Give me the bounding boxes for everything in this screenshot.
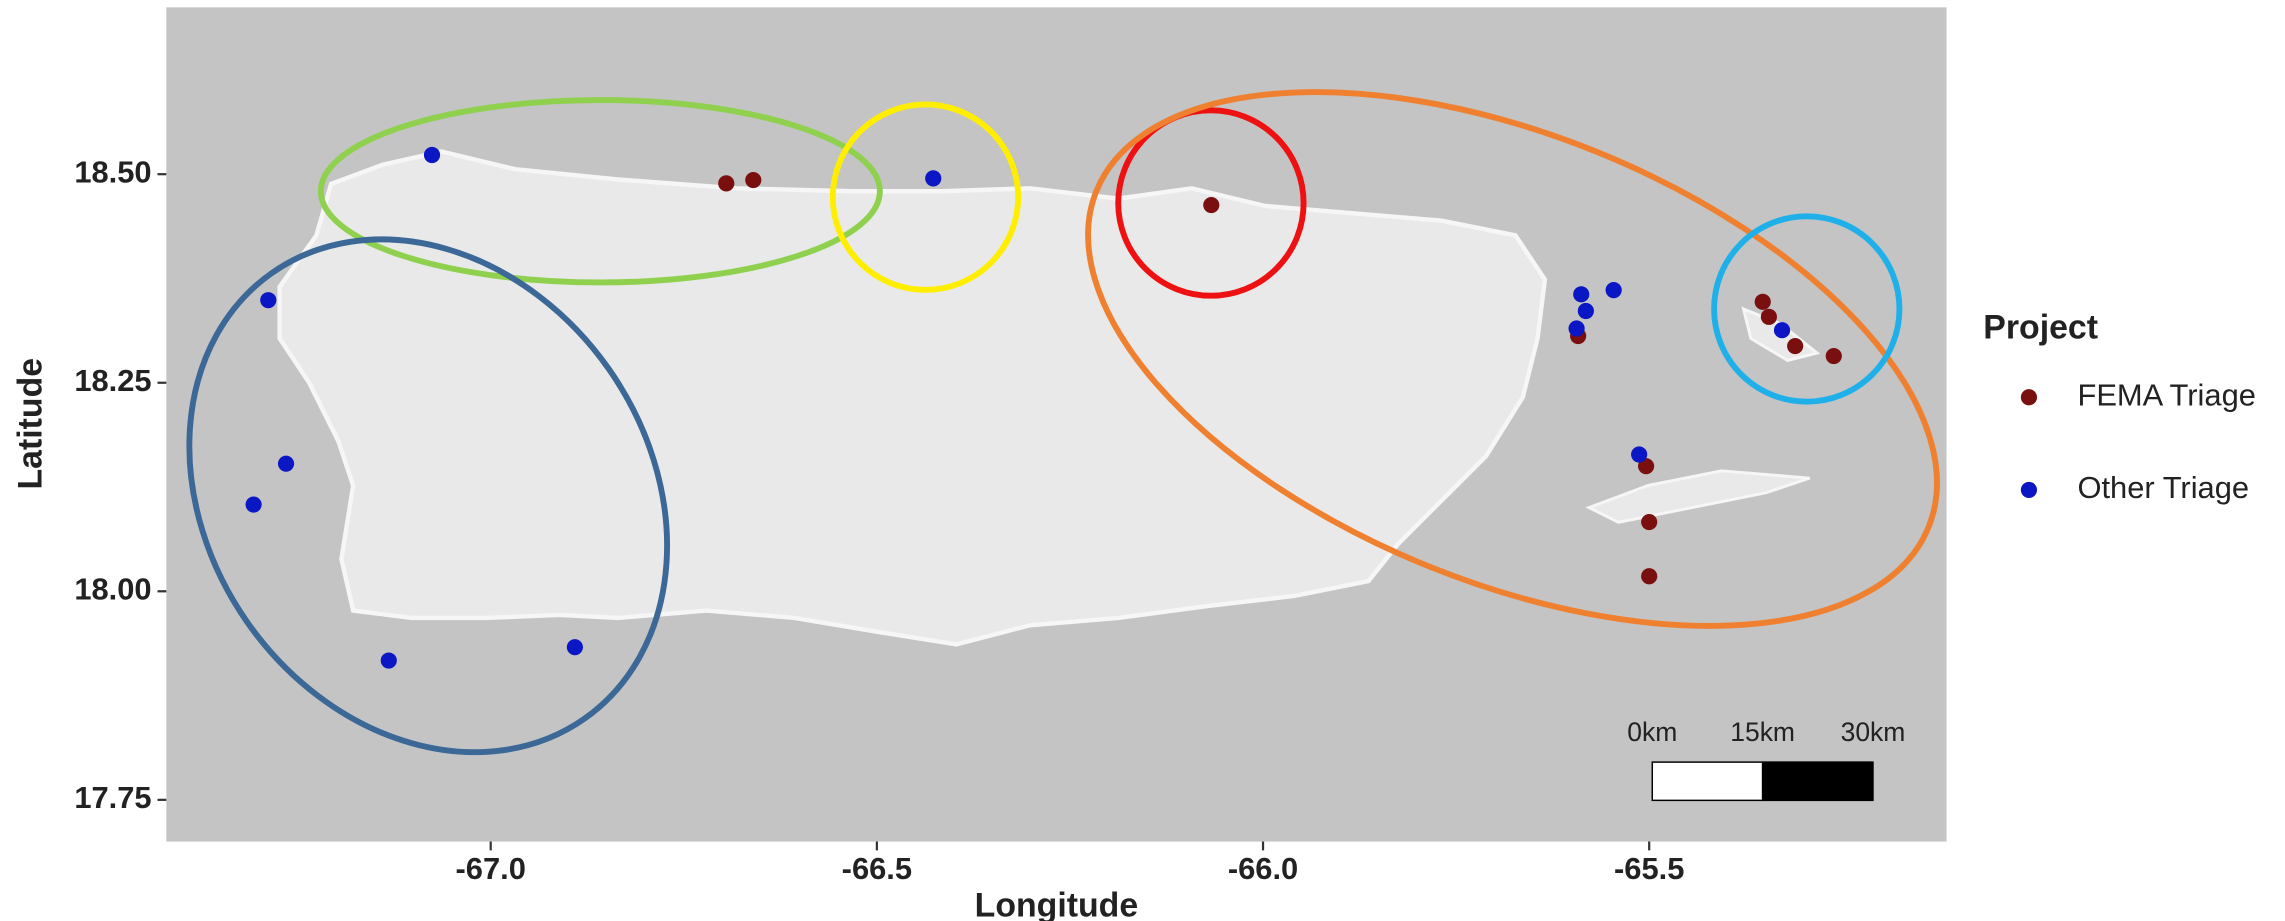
legend-label: FEMA Triage [2077, 377, 2255, 412]
point [260, 292, 276, 308]
point [925, 170, 941, 186]
point [1774, 322, 1790, 338]
scale-label: 15km [1730, 717, 1795, 747]
point [1761, 309, 1777, 325]
island-main [280, 152, 1545, 645]
point [745, 172, 761, 188]
map-chart: 0km 15km 30km Longitude Latitude Project… [0, 0, 2285, 921]
point [1606, 282, 1622, 298]
x-tick-label: -66.0 [1228, 851, 1298, 886]
x-tick-label: -66.5 [842, 851, 912, 886]
point [1641, 514, 1657, 530]
point [424, 147, 440, 163]
point [1787, 338, 1803, 354]
page: 0km 15km 30km Longitude Latitude Project… [0, 0, 2285, 921]
point [278, 456, 294, 472]
scale-segment [1652, 762, 1762, 800]
point [1641, 568, 1657, 584]
scale-label: 30km [1841, 717, 1906, 747]
legend-label: Other Triage [2077, 470, 2249, 505]
point [1569, 320, 1585, 336]
point [1631, 446, 1647, 462]
point [1203, 197, 1219, 213]
point [1755, 294, 1771, 310]
x-tick-label: -67.0 [456, 851, 526, 886]
legend-title: Project [1983, 308, 2098, 346]
point [567, 639, 583, 655]
scale-segment [1763, 762, 1873, 800]
point [1578, 303, 1594, 319]
legend-marker [2021, 482, 2037, 498]
y-tick-label: 18.25 [74, 363, 151, 398]
legend-marker [2021, 389, 2037, 405]
y-axis-label: Latitude [11, 358, 49, 490]
y-tick-label: 18.50 [74, 154, 151, 189]
point [246, 496, 262, 512]
point [1826, 348, 1842, 364]
x-axis-label: Longitude [975, 887, 1138, 921]
y-tick-label: 17.75 [74, 780, 151, 815]
x-tick-label: -65.5 [1614, 851, 1684, 886]
point [718, 175, 734, 191]
scale-label: 0km [1627, 717, 1677, 747]
y-tick-label: 18.00 [74, 571, 151, 606]
point [1573, 286, 1589, 302]
point [381, 652, 397, 668]
